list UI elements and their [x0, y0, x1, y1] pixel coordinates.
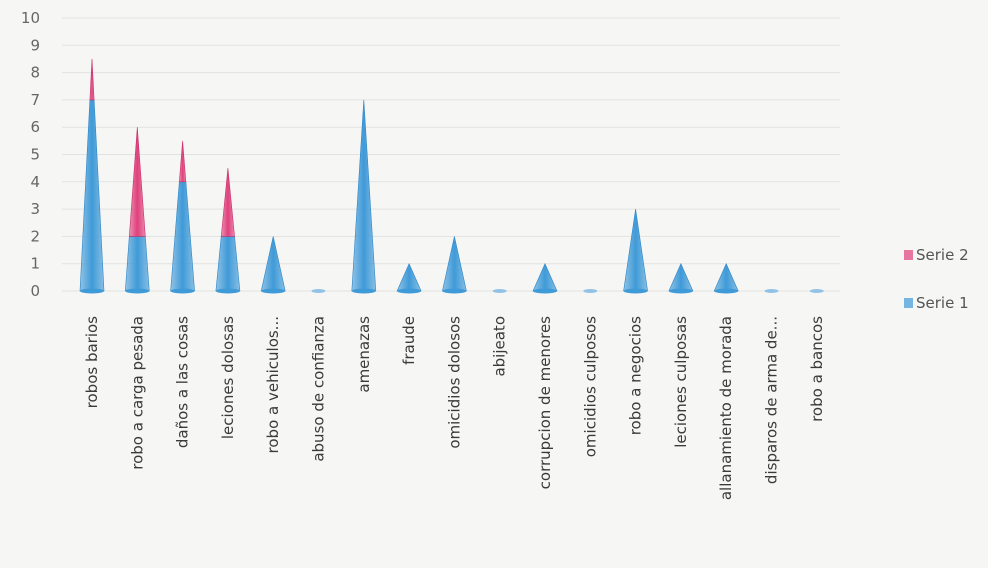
x-tick-label: allanamiento de morada — [717, 316, 735, 500]
bar-serie-1 — [623, 209, 648, 292]
bar-serie-2 — [128, 127, 146, 237]
bar-base-ellipse — [533, 288, 557, 294]
y-tick-label: 1 — [30, 255, 40, 273]
x-axis: robos barios robo a carga pesada daños a l… — [83, 316, 826, 500]
bars — [79, 58, 824, 294]
bar-serie-2 — [89, 58, 95, 101]
x-tick-label: disparos de arma de... — [763, 316, 781, 484]
legend-label: Serie 1 — [916, 294, 969, 312]
x-tick-label: fraude — [400, 316, 418, 365]
x-tick-label: robo a negocios — [627, 316, 645, 435]
bar-base-ellipse — [261, 288, 286, 294]
x-tick-label: abuso de confianza — [310, 316, 328, 462]
bar-base-ellipse — [623, 288, 648, 294]
y-tick-label: 10 — [21, 9, 40, 27]
legend: Serie 2 Serie 1 — [904, 246, 969, 312]
x-tick-label: daños a las cosas — [174, 316, 192, 448]
y-tick-label: 4 — [30, 173, 40, 191]
bar-serie-2 — [179, 140, 187, 183]
legend-item: Serie 2 — [904, 246, 969, 264]
legend-item: Serie 1 — [904, 294, 969, 312]
x-tick-label: robo a bancos — [808, 316, 826, 422]
y-tick-label: 9 — [30, 36, 40, 54]
x-tick-label: omicidios dolosos — [445, 316, 463, 449]
x-tick-label: robo a vehiculos... — [264, 316, 282, 453]
x-tick-label: robos barios — [83, 316, 101, 409]
bar-base-ellipse — [80, 288, 104, 294]
bar-serie-2 — [220, 168, 235, 237]
y-tick-label: 7 — [30, 91, 40, 109]
bar-base-ellipse — [170, 288, 195, 294]
bar-base-ellipse — [714, 288, 739, 294]
legend-swatch — [904, 250, 913, 260]
bar-base-ellipse — [442, 288, 467, 294]
bar-serie-1 — [215, 236, 241, 292]
bar-base — [311, 289, 326, 293]
x-tick-label: leciones culposas — [672, 316, 690, 448]
x-tick-label: omicidios culposos — [581, 316, 599, 457]
legend-label: Serie 2 — [916, 246, 969, 264]
y-tick-label: 6 — [30, 118, 40, 136]
bar-base-ellipse — [351, 288, 376, 294]
bar-serie-1 — [396, 262, 422, 292]
x-tick-label: amenazas — [355, 316, 373, 393]
bar-base — [583, 289, 598, 293]
bar-base-ellipse — [668, 288, 693, 294]
bar-base — [492, 289, 507, 293]
y-tick-label: 0 — [30, 282, 40, 300]
y-tick-label: 5 — [30, 146, 40, 164]
x-tick-label: leciones dolosas — [219, 316, 237, 439]
bar-base-ellipse — [397, 288, 422, 294]
bar-serie-1 — [351, 99, 377, 292]
bar-base-ellipse — [125, 288, 150, 294]
legend-swatch — [904, 298, 913, 308]
bar-serie-1 — [668, 262, 694, 292]
bar-serie-1 — [79, 99, 105, 292]
y-axis: 0 1 2 3 4 5 6 7 8 9 10 — [21, 9, 40, 300]
bar-serie-1 — [713, 262, 739, 292]
bar-serie-1 — [124, 236, 150, 292]
bar-base-ellipse — [215, 288, 240, 294]
y-tick-label: 2 — [30, 227, 40, 245]
x-tick-label: corrupcion de menores — [536, 316, 554, 489]
x-tick-label: robo a carga pesada — [128, 316, 146, 470]
y-tick-label: 8 — [30, 64, 40, 82]
y-tick-label: 3 — [30, 200, 40, 218]
bar-base — [809, 289, 824, 293]
x-tick-label: abijeato — [491, 316, 509, 377]
bar-serie-1 — [532, 262, 558, 292]
bar-base — [764, 289, 779, 293]
